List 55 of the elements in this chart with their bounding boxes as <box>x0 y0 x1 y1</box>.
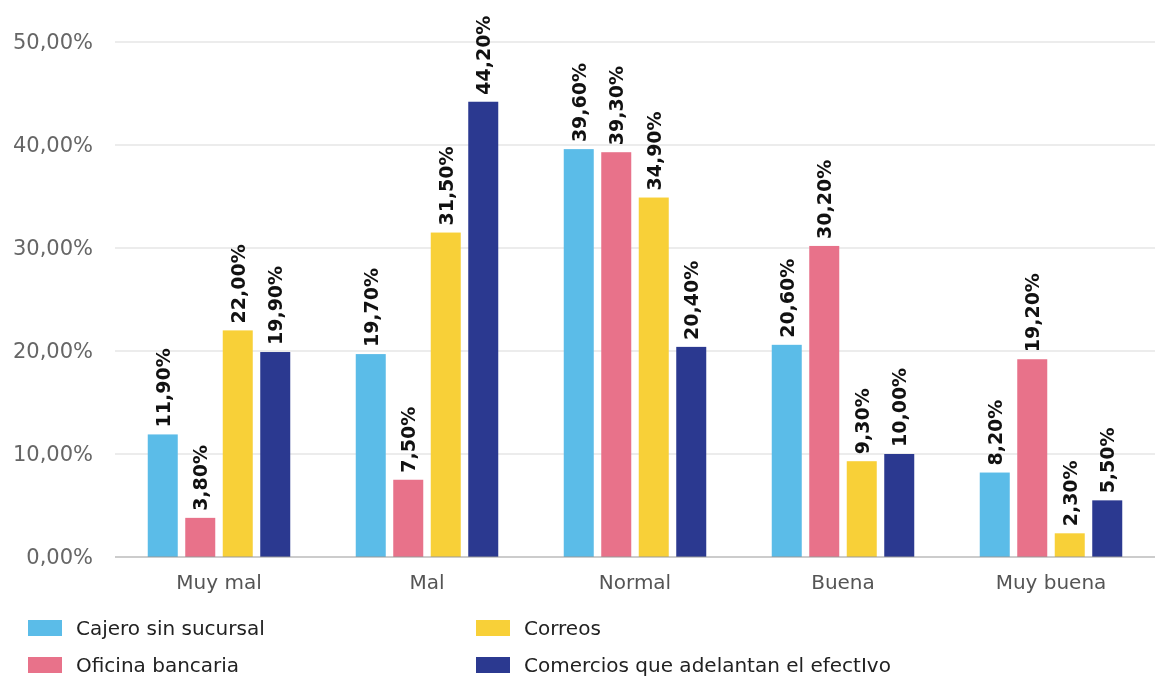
data-label: 9,30% <box>850 388 873 455</box>
bar <box>638 197 669 557</box>
data-label: 7,50% <box>397 406 420 473</box>
x-tick-label: Mal <box>409 570 445 594</box>
data-label: 39,30% <box>605 66 628 146</box>
data-label: 39,60% <box>567 62 590 143</box>
data-label: 19,70% <box>359 267 382 348</box>
data-label: 11,90% <box>151 348 174 428</box>
data-label: 20,60% <box>775 258 798 338</box>
data-label: 22,00% <box>226 244 249 324</box>
y-tick-label: 30,00% <box>12 236 93 261</box>
bar <box>1092 500 1123 557</box>
bar <box>468 101 499 557</box>
bar <box>884 454 915 557</box>
x-tick-label: Muy mal <box>176 570 262 594</box>
y-tick-label: 10,00% <box>12 442 93 467</box>
bar <box>430 232 461 557</box>
bar <box>1017 359 1048 557</box>
y-tick-label: 0,00% <box>26 545 93 570</box>
bar <box>222 330 253 557</box>
legend-label: Oficina bancaria <box>76 653 240 677</box>
y-tick-label: 40,00% <box>12 133 93 158</box>
data-label: 20,40% <box>680 260 703 340</box>
x-tick-label: Buena <box>811 570 875 594</box>
bar <box>147 434 178 557</box>
data-label: 19,90% <box>264 265 287 346</box>
bar <box>1054 533 1085 557</box>
bar <box>260 352 291 557</box>
bar <box>771 344 802 557</box>
data-label: 3,80% <box>189 444 212 511</box>
y-tick-label: 50,00% <box>12 30 93 55</box>
bar <box>355 354 386 557</box>
y-tick-label: 20,00% <box>12 339 93 364</box>
legend-label: Correos <box>524 616 601 640</box>
data-label: 19,20% <box>1021 273 1044 353</box>
data-label: 30,20% <box>813 159 836 239</box>
data-label: 31,50% <box>434 146 457 226</box>
bar <box>979 472 1010 557</box>
bar <box>846 461 877 557</box>
x-tick-label: Muy buena <box>995 570 1107 594</box>
data-label: 5,50% <box>1096 427 1119 494</box>
x-tick-label: Normal <box>598 570 672 594</box>
legend-label: Cajero sin sucursal <box>76 616 265 640</box>
data-label: 8,20% <box>983 399 1006 466</box>
data-label: 10,00% <box>888 367 911 447</box>
data-label: 34,90% <box>642 111 665 191</box>
bar <box>393 479 424 557</box>
bar <box>809 245 840 557</box>
bar <box>601 152 632 557</box>
data-label: 2,30% <box>1058 460 1081 527</box>
bar <box>563 149 594 557</box>
data-label: 44,20% <box>472 15 495 95</box>
legend-label: Comercios que adelantan el efectIvo <box>524 653 891 677</box>
bar <box>185 517 216 557</box>
bar <box>676 346 707 557</box>
